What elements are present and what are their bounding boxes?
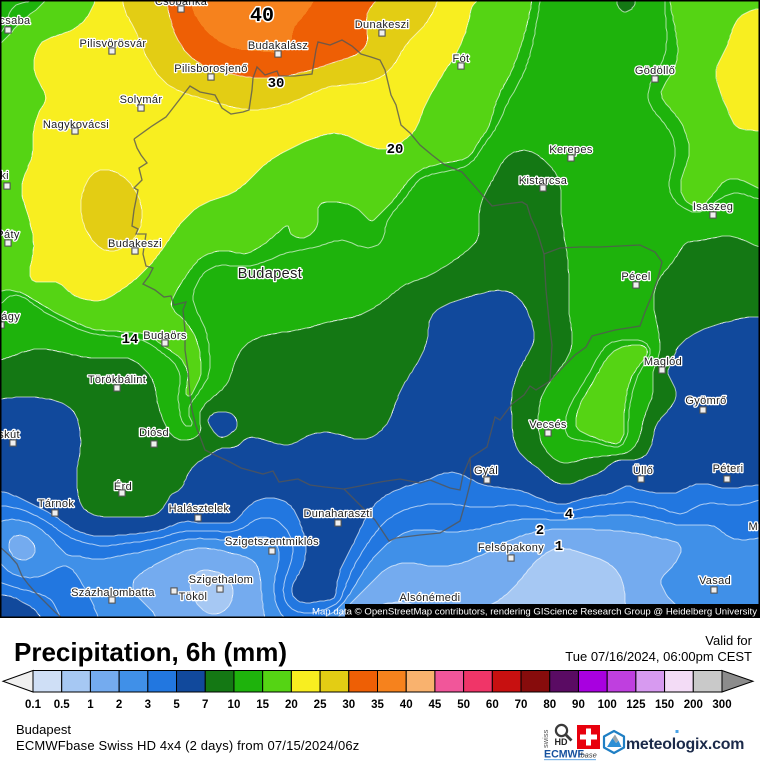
svg-text:50: 50: [457, 699, 470, 711]
svg-text:Telki: Telki: [0, 170, 9, 182]
svg-text:Felsőpakony: Felsőpakony: [478, 542, 544, 554]
svg-text:Vasad: Vasad: [699, 575, 731, 587]
svg-text:Maglód: Maglód: [644, 356, 682, 368]
svg-text:swiss: swiss: [541, 729, 550, 748]
svg-text:125: 125: [626, 699, 646, 711]
svg-text:0.1: 0.1: [25, 699, 42, 711]
svg-text:ECMWF: ECMWF: [544, 749, 585, 761]
svg-text:Törökbálint: Törökbálint: [88, 374, 146, 386]
svg-text:Üllő: Üllő: [633, 465, 653, 477]
svg-text:Szigethalom: Szigethalom: [189, 574, 253, 586]
svg-text:Nagykovácsi: Nagykovácsi: [43, 119, 109, 131]
svg-text:80: 80: [543, 699, 556, 711]
svg-text:Kerepes: Kerepes: [549, 144, 593, 156]
svg-text:2: 2: [536, 523, 544, 539]
svg-text:0.5: 0.5: [54, 699, 71, 711]
svg-text:Solymár: Solymár: [120, 94, 163, 106]
svg-text:Monor: Monor: [749, 521, 760, 533]
svg-text:200: 200: [684, 699, 703, 711]
svg-text:Gyömrő: Gyömrő: [685, 395, 726, 407]
svg-text:30: 30: [268, 76, 285, 92]
svg-text:300: 300: [712, 699, 731, 711]
svg-text:Halásztelek: Halásztelek: [169, 503, 230, 515]
svg-text:3: 3: [145, 699, 151, 711]
svg-text:base: base: [581, 751, 597, 760]
svg-text:Péteri: Péteri: [713, 463, 744, 475]
svg-text:Alsónémedi: Alsónémedi: [400, 592, 461, 604]
svg-text:1: 1: [87, 699, 94, 711]
svg-text:Pilisvörösvár: Pilisvörösvár: [80, 38, 147, 50]
svg-text:Vecsés: Vecsés: [529, 419, 567, 431]
svg-text:Isaszeg: Isaszeg: [693, 201, 733, 213]
svg-text:100: 100: [598, 699, 617, 711]
svg-text:2: 2: [116, 699, 122, 711]
svg-text:60: 60: [486, 699, 499, 711]
svg-text:10: 10: [228, 699, 241, 711]
svg-text:Szigetszentmiklós: Szigetszentmiklós: [225, 536, 319, 548]
svg-text:7: 7: [202, 699, 208, 711]
svg-text:Diósd: Diósd: [139, 427, 169, 439]
svg-text:45: 45: [429, 699, 442, 711]
svg-text:Budaörs: Budaörs: [143, 330, 187, 342]
svg-text:35: 35: [371, 699, 384, 711]
svg-text:70: 70: [515, 699, 528, 711]
svg-text:Kistarcsa: Kistarcsa: [519, 175, 568, 187]
svg-text:4: 4: [565, 507, 573, 523]
svg-text:1: 1: [555, 539, 563, 555]
svg-text:40: 40: [250, 5, 274, 28]
svg-text:Százhalombatta: Százhalombatta: [71, 587, 155, 599]
svg-text:90: 90: [572, 699, 585, 711]
svg-text:Gyál: Gyál: [474, 465, 498, 477]
svg-text:30: 30: [342, 699, 355, 711]
svg-text:HD: HD: [555, 737, 568, 747]
svg-text:Budakalász: Budakalász: [248, 40, 308, 52]
svg-text:Budakeszi: Budakeszi: [108, 238, 162, 250]
svg-text:Dunakeszi: Dunakeszi: [355, 19, 410, 31]
svg-text:Gödöllő: Gödöllő: [635, 65, 675, 77]
svg-text:Pilisborosjenő: Pilisborosjenő: [174, 63, 247, 75]
svg-text:Pécel: Pécel: [621, 271, 650, 283]
svg-text:150: 150: [655, 699, 674, 711]
svg-text:Map data © OpenStreetMap contr: Map data © OpenStreetMap contributors, r…: [312, 607, 757, 618]
svg-text:Biatorbágy: Biatorbágy: [0, 311, 20, 323]
svg-text:Budapest: Budapest: [238, 266, 302, 282]
svg-text:20: 20: [285, 699, 298, 711]
svg-text:14: 14: [122, 332, 139, 348]
svg-text:Fót: Fót: [453, 53, 470, 65]
svg-text:Csobánka: Csobánka: [155, 0, 208, 8]
svg-text:Dunaharaszti: Dunaharaszti: [303, 508, 372, 520]
svg-text:Tököl: Tököl: [179, 591, 208, 603]
svg-text:meteologix.com: meteologix.com: [626, 736, 744, 753]
svg-text:5: 5: [173, 699, 180, 711]
svg-text:25: 25: [314, 699, 327, 711]
svg-text:Tárnok: Tárnok: [38, 498, 74, 510]
svg-text:Piliscsaba: Piliscsaba: [0, 15, 31, 27]
svg-text:Páty: Páty: [0, 229, 20, 241]
svg-text:40: 40: [400, 699, 413, 711]
svg-text:Sóskút: Sóskút: [0, 429, 20, 441]
svg-text:15: 15: [256, 699, 269, 711]
svg-text:20: 20: [387, 142, 404, 158]
